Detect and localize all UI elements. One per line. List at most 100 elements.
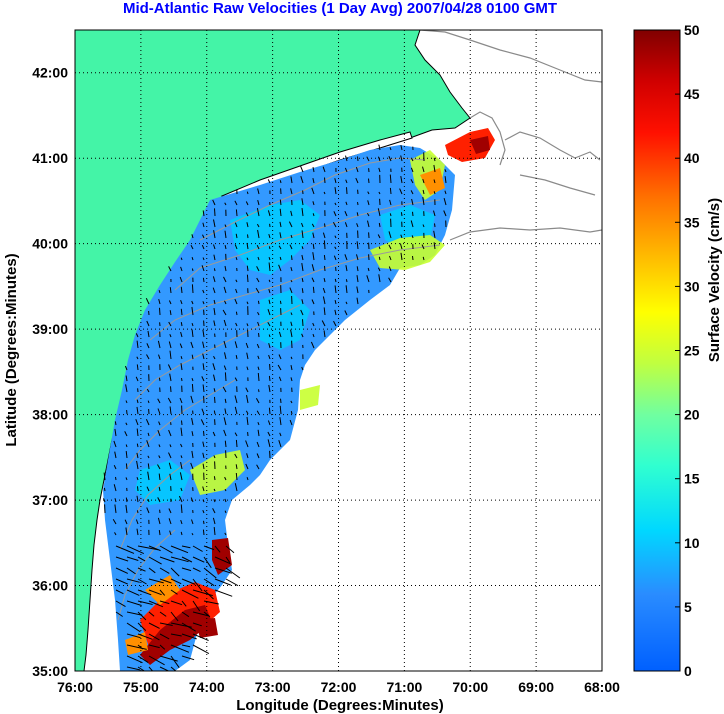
velocity-arrow <box>157 464 161 470</box>
velocity-arrow <box>170 633 182 637</box>
velocity-arrow <box>126 644 147 650</box>
velocity-arrow <box>268 289 271 294</box>
velocity-arrow <box>324 177 326 184</box>
velocity-arrow <box>356 223 359 228</box>
velocity-arrow <box>400 212 403 217</box>
velocity-arrow <box>202 510 205 514</box>
velocity-arrow <box>190 462 194 470</box>
velocity-arrow <box>224 244 227 250</box>
velocity-arrow <box>312 167 315 173</box>
velocity-arrow <box>312 286 315 294</box>
velocity-arrow <box>235 472 238 481</box>
velocity-arrow <box>356 297 359 305</box>
velocity-arrow <box>389 255 392 261</box>
velocity-arrow <box>223 319 227 327</box>
velocity-arrow <box>146 440 150 448</box>
velocity-arrow <box>114 451 117 459</box>
velocity-arrow <box>422 166 425 173</box>
velocity-arrow <box>125 400 128 404</box>
velocity-arrow <box>245 201 249 206</box>
velocity-arrow <box>145 418 150 426</box>
velocity-arrow <box>290 210 293 217</box>
velocity-arrow <box>170 567 180 577</box>
velocity-arrow <box>301 277 304 283</box>
velocity-arrow <box>433 210 436 217</box>
velocity-arrow <box>136 340 139 349</box>
x-tick-label: 68:00 <box>584 679 620 695</box>
velocity-arrow <box>224 510 227 514</box>
colorbar-ticks: 0 5 10 15 20 25 30 35 40 45 50 <box>675 22 700 679</box>
velocity-arrow <box>234 377 238 382</box>
y-tick-labels: 35:00 36:00 37:00 38:00 39:00 40:00 41:00 42:00 <box>32 65 68 679</box>
velocity-arrow <box>421 244 425 250</box>
velocity-arrow <box>181 644 191 648</box>
velocity-arrow <box>103 498 106 503</box>
velocity-arrow <box>322 296 326 305</box>
velocity-arrow <box>115 567 129 574</box>
velocity-arrow <box>389 147 392 151</box>
velocity-arrow <box>256 223 260 228</box>
velocity-arrow <box>126 556 139 561</box>
velocity-arrow <box>180 257 183 261</box>
velocity-arrow <box>115 611 123 617</box>
velocity-arrow <box>167 397 172 404</box>
cape-cod-outline <box>419 30 602 241</box>
velocity-arrow <box>388 244 392 250</box>
velocity-arrow <box>146 507 150 514</box>
velocity-arrow <box>355 177 359 184</box>
velocity-arrow <box>126 622 141 633</box>
velocity-arrow <box>235 279 238 283</box>
velocity-arrow <box>257 229 260 239</box>
velocity-arrow <box>279 432 282 437</box>
velocity-arrow <box>334 299 337 305</box>
velocity-arrow <box>135 419 139 426</box>
velocity-arrow <box>103 472 106 481</box>
velocity-arrow <box>344 310 348 316</box>
velocity-arrow <box>213 488 216 492</box>
velocity-arrow <box>279 232 282 239</box>
velocity-arrow <box>147 330 150 338</box>
velocity-arrow <box>444 169 447 173</box>
velocity-arrow <box>148 600 164 608</box>
velocity-arrow <box>169 473 172 481</box>
velocity-arrow <box>235 439 238 448</box>
velocity-arrow <box>114 504 117 514</box>
velocity-arrow <box>159 600 170 605</box>
velocity-arrow <box>224 440 227 448</box>
velocity-arrow <box>224 372 227 382</box>
velocity-arrow <box>136 406 139 415</box>
velocity-arrow <box>312 322 315 327</box>
velocity-arrow <box>267 439 271 448</box>
velocity-arrow <box>113 464 117 470</box>
velocity-arrow <box>345 285 348 294</box>
velocity-arrow <box>410 220 414 228</box>
velocity-arrow <box>311 187 315 195</box>
x-tick-label: 70:00 <box>452 679 488 695</box>
velocity-arrow <box>367 220 370 228</box>
velocity-arrow <box>234 406 238 415</box>
velocity-arrow <box>212 508 216 514</box>
velocity-arrow <box>167 364 172 371</box>
velocity-arrow <box>268 256 271 261</box>
velocity-arrow <box>334 235 337 239</box>
velocity-arrow <box>257 372 260 382</box>
velocity-arrow <box>168 341 172 349</box>
velocity-arrow <box>213 230 216 239</box>
velocity-arrow <box>356 241 359 250</box>
velocity-arrow <box>114 421 117 426</box>
velocity-arrow <box>201 408 205 415</box>
velocity-arrow <box>279 417 282 426</box>
velocity-arrow <box>333 255 337 261</box>
velocity-arrow <box>223 340 227 349</box>
y-tick-label: 40:00 <box>32 236 68 252</box>
velocity-field-yellow <box>190 150 445 495</box>
velocity-arrow <box>157 408 161 415</box>
velocity-arrow <box>146 388 150 393</box>
velocity-arrow <box>312 177 315 184</box>
velocity-arrow <box>125 497 128 503</box>
velocity-arrow <box>159 611 167 617</box>
velocity-arrow <box>267 179 271 184</box>
velocity-arrow <box>180 300 183 305</box>
velocity-arrow <box>256 453 260 459</box>
velocity-arrow <box>224 532 227 536</box>
